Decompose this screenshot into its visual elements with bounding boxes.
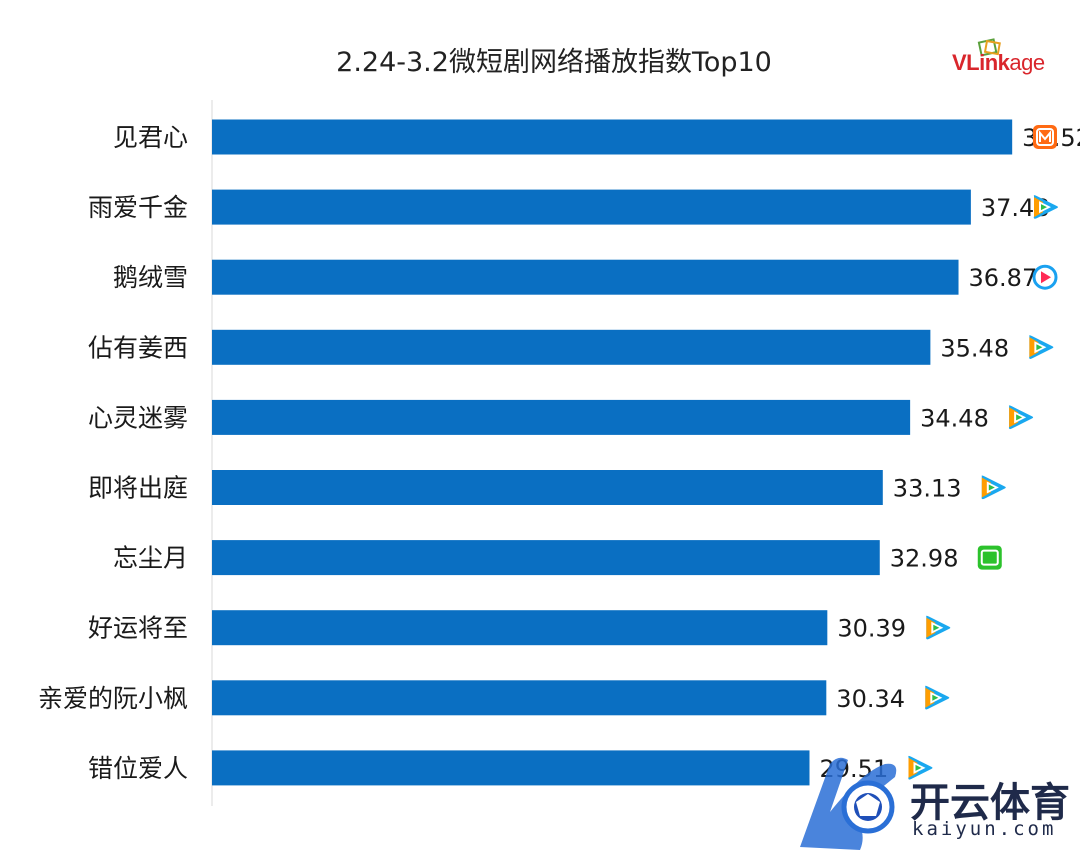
tencent-video-icon — [1033, 195, 1058, 219]
bar — [212, 189, 971, 225]
watermark-url: kaiyun.com — [912, 818, 1057, 840]
bar — [212, 540, 880, 576]
value-label: 35.48 — [940, 334, 1009, 362]
category-label: 亲爱的阮小枫 — [38, 684, 188, 713]
category-label: 鹅绒雪 — [113, 263, 188, 292]
iqiyi-icon — [977, 545, 1002, 570]
bar — [212, 119, 1013, 155]
bars — [212, 119, 1013, 786]
bar — [212, 470, 883, 505]
kaiyun-logo-icon — [800, 757, 897, 850]
bar — [212, 680, 827, 716]
bar — [212, 750, 810, 786]
bar — [212, 329, 931, 365]
kaiyun-watermark — [790, 752, 1080, 859]
value-label: 36.87 — [969, 264, 1038, 292]
bar — [212, 399, 911, 435]
bar — [212, 259, 959, 295]
category-label: 心灵迷雾 — [88, 403, 188, 432]
tencent-video-icon — [1008, 405, 1034, 430]
category-label: 见君心 — [113, 123, 188, 152]
value-label: 32.98 — [890, 545, 959, 573]
youku-icon — [1032, 264, 1058, 290]
category-label: 错位爱人 — [88, 754, 188, 783]
vlinkage-logo-mark — [977, 38, 1001, 57]
tencent-video-icon — [1029, 335, 1054, 359]
watermark-name: 开云体育 — [910, 780, 1070, 826]
mango-tv-icon — [1033, 125, 1057, 149]
value-label: 34.48 — [920, 404, 989, 432]
category-label: 即将出庭 — [88, 474, 188, 503]
value-label: 30.39 — [837, 615, 906, 643]
tencent-video-icon — [925, 685, 950, 710]
chart-title: 2.24-3.2微短剧网络播放指数Top10 — [336, 47, 772, 78]
platform-icons — [908, 125, 1058, 780]
tencent-video-icon — [926, 615, 951, 640]
tencent-video-icon — [908, 755, 933, 780]
category-label: 好运将至 — [88, 614, 188, 643]
bar — [212, 610, 828, 646]
value-label: 33.13 — [893, 475, 962, 503]
value-label: 30.34 — [836, 685, 905, 713]
category-label: 佔有姜西 — [88, 333, 188, 362]
vlinkage-logo-text: VLinkage — [952, 50, 1045, 75]
category-label: 忘尘月 — [113, 544, 188, 573]
tencent-video-icon — [981, 475, 1006, 500]
vlinkage-logo — [950, 38, 1065, 78]
category-label: 雨爱千金 — [88, 193, 188, 222]
